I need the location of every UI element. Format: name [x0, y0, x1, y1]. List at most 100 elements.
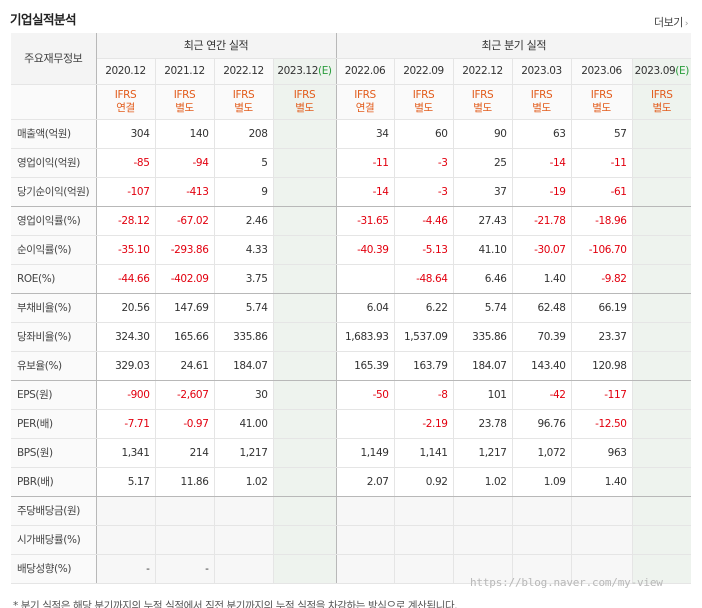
- period-label: 2023.09: [634, 65, 676, 77]
- value-cell: 208: [214, 119, 274, 149]
- value-cell: -21.78: [512, 206, 572, 236]
- value-cell: 147.69: [155, 293, 215, 323]
- consolidation-basis: 별도: [592, 101, 611, 114]
- value-cell: 184.07: [453, 351, 513, 381]
- value-cell: [273, 148, 337, 178]
- value-cell: 1,141: [394, 438, 454, 468]
- value-cell: 1.40: [571, 467, 633, 497]
- value-cell: [632, 293, 692, 323]
- value-cell: -4.46: [394, 206, 454, 236]
- value-cell: 1,217: [214, 438, 274, 468]
- value-cell: [336, 525, 395, 555]
- table-row: PBR(배) 5.17 11.86 1.02 2.07 0.92 1.02 1.09 1.40: [11, 467, 692, 497]
- value-cell: [336, 409, 395, 439]
- value-cell: -35.10: [96, 235, 156, 265]
- value-cell: [214, 496, 274, 526]
- value-cell: 41.00: [214, 409, 274, 439]
- consolidation-basis: 별도: [532, 101, 551, 114]
- value-cell: [273, 409, 337, 439]
- value-cell: 335.86: [453, 322, 513, 352]
- value-cell: 23.78: [453, 409, 513, 439]
- accounting-standard: IFRS: [173, 88, 196, 101]
- value-cell: -12.50: [571, 409, 633, 439]
- value-cell: [632, 496, 692, 526]
- value-cell: 214: [155, 438, 215, 468]
- value-cell: 120.98: [571, 351, 633, 381]
- estimate-mark: (E): [675, 65, 689, 77]
- accounting-type-header: IFRS 별도: [512, 84, 572, 120]
- consolidation-basis: 별도: [295, 101, 314, 114]
- period-header: 2022.12: [453, 58, 513, 85]
- value-cell: 1,683.93: [336, 322, 395, 352]
- period-header: 2023.03: [512, 58, 572, 85]
- value-cell: [273, 206, 337, 236]
- value-cell: 165.66: [155, 322, 215, 352]
- row-label: BPS(원): [11, 438, 97, 468]
- value-cell: -3: [394, 148, 454, 178]
- value-cell: [336, 554, 395, 584]
- value-cell: -8: [394, 380, 454, 410]
- value-cell: 335.86: [214, 322, 274, 352]
- value-cell: -900: [96, 380, 156, 410]
- value-cell: [632, 322, 692, 352]
- value-cell: 30: [214, 380, 274, 410]
- value-cell: [632, 467, 692, 497]
- value-cell: -42: [512, 380, 572, 410]
- value-cell: [512, 496, 572, 526]
- consolidation-basis: 연결: [116, 101, 135, 114]
- value-cell: -67.02: [155, 206, 215, 236]
- accounting-type-header: IFRS 연결: [336, 84, 395, 120]
- accounting-standard: IFRS: [412, 88, 435, 101]
- value-cell: [273, 525, 337, 555]
- value-cell: -106.70: [571, 235, 633, 265]
- consolidation-basis: 별도: [652, 101, 672, 114]
- value-cell: 9: [214, 177, 274, 207]
- value-cell: -18.96: [571, 206, 633, 236]
- value-cell: -61: [571, 177, 633, 207]
- accounting-standard: IFRS: [354, 88, 376, 101]
- value-cell: 23.37: [571, 322, 633, 352]
- row-label: 영업이익률(%): [11, 206, 97, 236]
- value-cell: [273, 467, 337, 497]
- row-label: 시가배당률(%): [11, 525, 97, 555]
- value-cell: -413: [155, 177, 215, 207]
- accounting-standard: IFRS: [590, 88, 613, 101]
- value-cell: -: [96, 554, 156, 584]
- value-cell: [273, 380, 337, 410]
- value-cell: 165.39: [336, 351, 395, 381]
- value-cell: -50: [336, 380, 395, 410]
- accounting-type-header: IFRS 별도: [273, 84, 337, 120]
- value-cell: -3: [394, 177, 454, 207]
- value-cell: 2.07: [336, 467, 395, 497]
- value-cell: -2.19: [394, 409, 454, 439]
- value-cell: -28.12: [96, 206, 156, 236]
- row-label: 유보율(%): [11, 351, 97, 381]
- value-cell: 1.02: [453, 467, 513, 497]
- value-cell: 5.74: [453, 293, 513, 323]
- value-cell: 70.39: [512, 322, 572, 352]
- more-link[interactable]: 더보기 ›: [654, 14, 689, 30]
- period-label: 2023.03: [521, 65, 562, 77]
- value-cell: [394, 496, 454, 526]
- value-cell: -402.09: [155, 264, 215, 294]
- value-cell: 184.07: [214, 351, 274, 381]
- value-cell: [394, 554, 454, 584]
- financial-table: 주요재무정보 최근 연간 실적 최근 분기 실적 2020.12 2021.12 2…: [11, 33, 692, 584]
- value-cell: [273, 177, 337, 207]
- value-cell: 25: [453, 148, 513, 178]
- watermark-text: https://blog.naver.com/my-view: [470, 576, 663, 589]
- value-cell: [336, 496, 395, 526]
- table-row: 시가배당률(%): [11, 525, 692, 555]
- value-cell: [632, 438, 692, 468]
- value-cell: [571, 525, 633, 555]
- value-cell: -85: [96, 148, 156, 178]
- accounting-standard: IFRS: [114, 88, 137, 101]
- row-label: 당기순이익(억원): [11, 177, 97, 207]
- value-cell: 1.09: [512, 467, 572, 497]
- value-cell: 2.46: [214, 206, 274, 236]
- value-cell: -9.82: [571, 264, 633, 294]
- row-label: 영업이익(억원): [11, 148, 97, 178]
- period-header: 2022.12: [214, 58, 274, 85]
- row-label: 순이익률(%): [11, 235, 97, 265]
- value-cell: -30.07: [512, 235, 572, 265]
